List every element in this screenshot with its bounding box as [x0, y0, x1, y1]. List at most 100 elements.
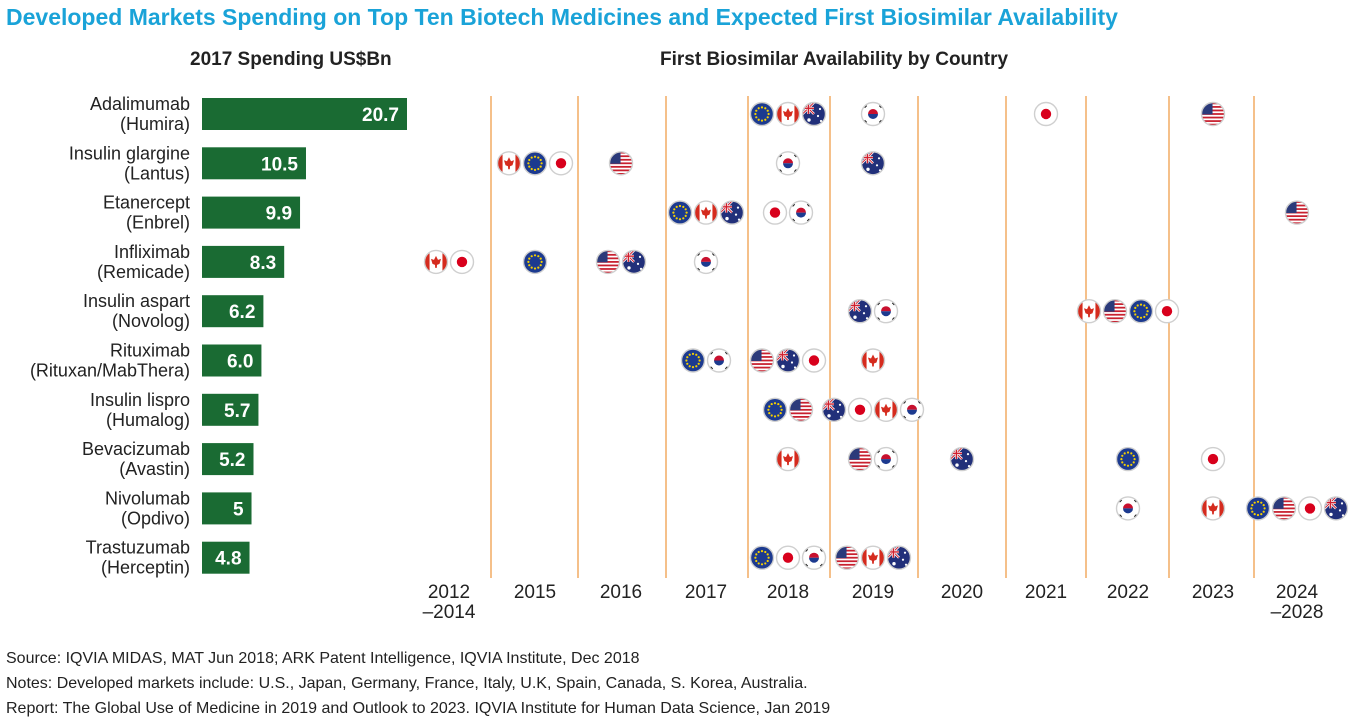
eu-flag-icon — [522, 249, 548, 275]
period-tick-label: –2028 — [1271, 602, 1324, 623]
spending-bar — [202, 443, 254, 476]
brand-name-label: (Remicade) — [97, 262, 190, 282]
south-korea-flag-icon — [1115, 496, 1141, 521]
drug-name-label: Trastuzumab — [86, 538, 190, 558]
period-tick-label: 2017 — [685, 582, 727, 603]
canada-flag-icon — [860, 348, 886, 373]
japan-flag-icon — [449, 249, 475, 275]
south-korea-flag-icon — [873, 446, 899, 472]
eu-flag-icon — [680, 348, 706, 373]
us-flag-icon — [1271, 496, 1297, 521]
australia-flag-icon — [1323, 496, 1349, 521]
brand-name-label: (Humira) — [120, 114, 190, 134]
chart-title: Developed Markets Spending on Top Ten Bi… — [6, 4, 1118, 30]
brand-name-label: (Avastin) — [119, 459, 190, 479]
australia-flag-icon — [949, 446, 975, 472]
period-tick-label: 2016 — [600, 582, 642, 603]
drug-name-label: Insulin lispro — [90, 390, 190, 410]
australia-flag-icon — [775, 348, 801, 373]
australia-flag-icon — [886, 545, 912, 570]
brand-name-label: (Opdivo) — [121, 508, 190, 528]
spending-bar — [202, 344, 262, 377]
south-korea-flag-icon — [873, 299, 899, 324]
eu-flag-icon — [749, 545, 775, 570]
australia-flag-icon — [821, 397, 847, 422]
period-tick-label: 2024 — [1276, 582, 1319, 603]
spending-bar — [202, 295, 264, 328]
bar-value-label: 8.3 — [250, 253, 276, 274]
eu-flag-icon — [1128, 299, 1154, 324]
period-tick-label: 2015 — [514, 582, 556, 603]
us-flag-icon — [608, 151, 634, 176]
period-tick-label: –2014 — [423, 602, 476, 623]
bar-value-label: 9.9 — [266, 204, 292, 225]
canada-flag-icon — [860, 545, 886, 570]
brand-name-label: (Enbrel) — [126, 213, 190, 233]
eu-flag-icon — [749, 101, 775, 127]
drug-name-label: Infliximab — [114, 242, 190, 262]
australia-flag-icon — [719, 200, 745, 225]
south-korea-flag-icon — [788, 200, 814, 225]
canada-flag-icon — [693, 200, 719, 225]
bar-value-label: 5 — [233, 499, 244, 520]
eu-flag-icon — [762, 397, 788, 422]
availability-panel-title: First Biosimilar Availability by Country — [660, 49, 1009, 70]
japan-flag-icon — [1297, 496, 1323, 521]
drug-name-label: Insulin aspart — [83, 291, 190, 311]
brand-name-label: (Humalog) — [106, 410, 190, 430]
spending-bar — [202, 393, 259, 426]
drug-name-label: Bevacizumab — [82, 439, 190, 459]
canada-flag-icon — [1076, 299, 1102, 324]
south-korea-flag-icon — [693, 249, 719, 275]
drug-name-label: Etanercept — [103, 193, 190, 213]
drug-name-label: Insulin glargine — [69, 143, 190, 163]
japan-flag-icon — [801, 348, 827, 373]
us-flag-icon — [1200, 101, 1226, 127]
japan-flag-icon — [548, 151, 574, 176]
brand-name-label: (Lantus) — [124, 163, 190, 183]
footer-report: Report: The Global Use of Medicine in 20… — [6, 700, 831, 717]
japan-flag-icon — [1200, 446, 1226, 472]
period-tick-label: 2023 — [1192, 582, 1234, 603]
australia-flag-icon — [621, 249, 647, 275]
spending-bar — [202, 98, 407, 130]
canada-flag-icon — [496, 151, 522, 176]
japan-flag-icon — [775, 545, 801, 570]
us-flag-icon — [788, 397, 814, 422]
south-korea-flag-icon — [775, 151, 801, 176]
bar-value-label: 6.0 — [227, 352, 253, 373]
brand-name-label: (Rituxan/MabThera) — [30, 361, 190, 381]
bar-value-label: 20.7 — [362, 105, 399, 126]
bar-value-label: 5.7 — [224, 401, 250, 422]
us-flag-icon — [1284, 200, 1310, 225]
us-flag-icon — [834, 545, 860, 570]
period-tick-label: 2022 — [1107, 582, 1149, 603]
spending-bar — [202, 541, 250, 574]
spending-bar — [202, 196, 301, 229]
eu-flag-icon — [1115, 446, 1141, 472]
us-flag-icon — [749, 348, 775, 373]
australia-flag-icon — [801, 101, 827, 127]
canada-flag-icon — [423, 249, 449, 275]
japan-flag-icon — [1154, 299, 1180, 324]
drug-name-label: Adalimumab — [90, 94, 190, 114]
south-korea-flag-icon — [706, 348, 732, 373]
us-flag-icon — [847, 446, 873, 472]
bar-value-label: 6.2 — [229, 302, 255, 323]
south-korea-flag-icon — [801, 545, 827, 570]
canada-flag-icon — [1200, 496, 1226, 521]
bar-value-label: 4.8 — [215, 549, 241, 570]
bar-value-label: 5.2 — [219, 450, 245, 471]
us-flag-icon — [595, 249, 621, 275]
japan-flag-icon — [1033, 101, 1059, 127]
canada-flag-icon — [873, 397, 899, 422]
period-tick-label: 2021 — [1025, 582, 1067, 603]
period-tick-label: 2012 — [428, 582, 470, 603]
eu-flag-icon — [1245, 496, 1271, 521]
spending-bar — [202, 492, 252, 525]
spending-bar — [202, 245, 285, 278]
period-tick-label: 2018 — [767, 582, 809, 603]
period-tick-label: 2019 — [852, 582, 894, 603]
eu-flag-icon — [522, 151, 548, 176]
